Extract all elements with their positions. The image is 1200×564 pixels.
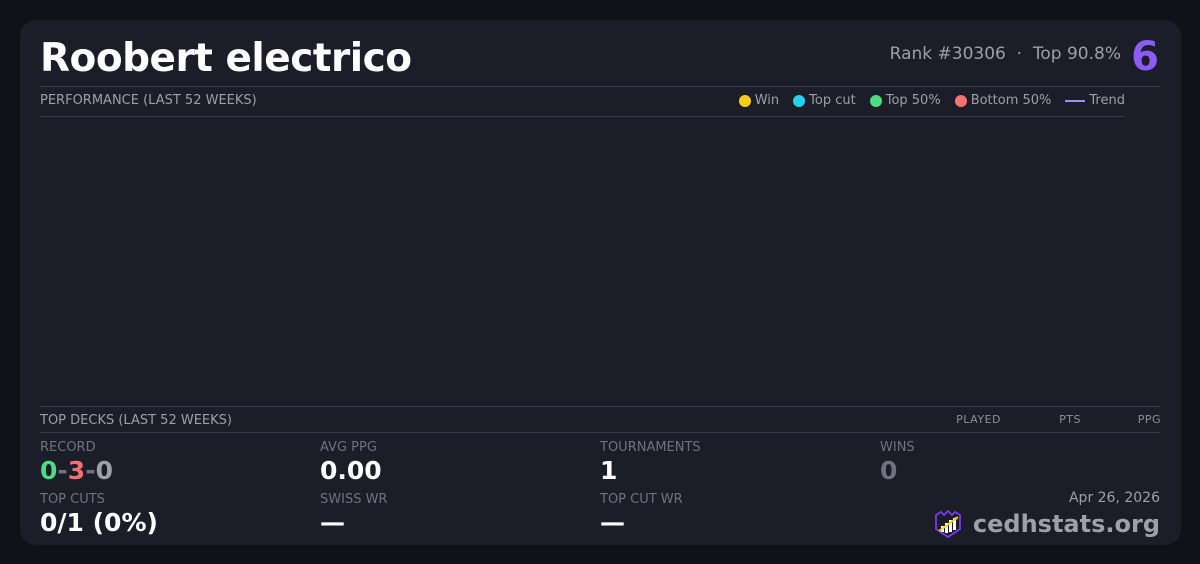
performance-title: PERFORMANCE (LAST 52 WEEKS) bbox=[40, 93, 257, 108]
rank-badge: 6 bbox=[1131, 34, 1159, 80]
top-percent: Top 90.8% bbox=[1032, 44, 1121, 64]
col-ppg: PPG bbox=[1137, 413, 1161, 426]
legend-top-cut: Top cut bbox=[793, 93, 856, 108]
label: RECORD bbox=[40, 440, 96, 455]
stat-top-cuts: TOP CUTS 0/1 (0%) bbox=[40, 492, 158, 537]
legend-bottom-50: Bottom 50% bbox=[954, 93, 1051, 108]
stat-wins: WINS 0 bbox=[880, 440, 915, 485]
record-draws: 0 bbox=[95, 456, 113, 485]
player-name: Roobert electrico bbox=[40, 36, 412, 81]
record-losses: 3 bbox=[67, 456, 86, 485]
chart-top-divider bbox=[40, 116, 1125, 117]
date: Apr 26, 2026 bbox=[1068, 490, 1160, 506]
top-decks-columns: PLAYED PTS PPG bbox=[921, 413, 1161, 426]
divider bbox=[40, 86, 1161, 87]
divider bbox=[40, 406, 1161, 407]
rank: Rank #30306 bbox=[889, 44, 1006, 64]
stat-swiss-wr: SWISS WR — bbox=[320, 492, 388, 537]
brand-name: cedhstats.org bbox=[972, 510, 1160, 538]
stat-tournaments: TOURNAMENTS 1 bbox=[600, 440, 701, 485]
col-played: PLAYED bbox=[956, 413, 1001, 426]
legend-top-50: Top 50% bbox=[869, 93, 941, 108]
stat-top-cut-wr: TOP CUT WR — bbox=[600, 492, 683, 537]
col-pts: PTS bbox=[1059, 413, 1081, 426]
legend-win: Win bbox=[738, 93, 779, 108]
chart-legend: Win Top cut Top 50% Bottom 50% Trend bbox=[738, 93, 1125, 108]
brand-logo: cedhstats.org bbox=[933, 509, 1160, 539]
top-decks-title: TOP DECKS (LAST 52 WEEKS) bbox=[40, 413, 232, 428]
player-card: Roobert electrico Rank #30306 · Top 90.8… bbox=[20, 20, 1181, 545]
stat-record: RECORD 0-3-0 bbox=[40, 440, 113, 485]
stat-avg-ppg: AVG PPG 0.00 bbox=[320, 440, 382, 485]
divider bbox=[40, 432, 1161, 433]
rank-info: Rank #30306 · Top 90.8% bbox=[890, 44, 1121, 64]
separator: · bbox=[1016, 44, 1023, 64]
logo-icon bbox=[934, 509, 961, 539]
record-wins: 0 bbox=[40, 456, 58, 485]
legend-trend: Trend bbox=[1065, 93, 1125, 108]
